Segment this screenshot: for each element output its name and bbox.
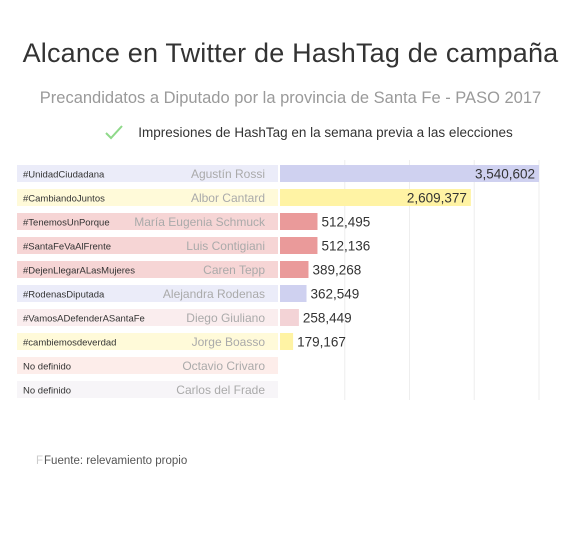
- bar: [280, 309, 299, 326]
- source-note: FFuente: relevamiento propio: [36, 455, 187, 467]
- legend-label: Impresiones de HashTag en la semana prev…: [138, 124, 513, 140]
- row-band: [17, 333, 278, 350]
- row-candidate: Diego Giuliano: [186, 311, 265, 325]
- row-candidate: María Eugenia Schmuck: [134, 215, 266, 229]
- row-hashtag: #DejenLlegarALasMujeres: [23, 266, 135, 277]
- bar: [280, 165, 539, 182]
- bar-value-label: 258,449: [303, 311, 352, 326]
- row-band: [17, 213, 278, 230]
- bar-value-label: 362,549: [311, 287, 360, 302]
- bar: [280, 213, 318, 230]
- source-mark: F: [36, 455, 44, 467]
- bar-value-label: 179,167: [297, 335, 346, 350]
- bar-value-label: 512,136: [321, 239, 370, 254]
- bar: [280, 237, 318, 254]
- row-band: [17, 285, 278, 302]
- check-icon: [105, 125, 124, 140]
- row-candidate: Albor Cantard: [191, 191, 265, 205]
- row-hashtag: No definido: [23, 386, 71, 397]
- bar-value-label: 3,540,602: [475, 167, 535, 182]
- source-text: Fuente: relevamiento propio: [44, 455, 188, 467]
- chart-title: Alcance en Twitter de HashTag de campaña: [22, 38, 559, 68]
- row-band: [17, 309, 278, 326]
- row-hashtag: #UnidadCiudadana: [23, 170, 105, 181]
- row-candidate: Caren Tepp: [203, 263, 265, 277]
- bar: [280, 285, 307, 302]
- row-candidate: Agustín Rossi: [191, 167, 265, 181]
- row-hashtag: No definido: [23, 362, 71, 373]
- row-candidate: Octavio Crivaro: [182, 359, 265, 373]
- bar: [280, 333, 294, 350]
- row-candidate: Jorge Boasso: [192, 335, 266, 349]
- row-band: [17, 237, 278, 254]
- row-band: [17, 261, 278, 278]
- bar-value-label: 389,268: [312, 263, 361, 278]
- row-band: [17, 381, 278, 398]
- row-hashtag: #SantaFeVaAlFrente: [23, 242, 111, 253]
- row-candidate: Carlos del Frade: [176, 383, 265, 397]
- bar-value-label: 512,495: [321, 215, 370, 230]
- row-hashtag: #cambiemosdeverdad: [23, 338, 116, 349]
- row-hashtag: #RodenasDiputada: [23, 290, 105, 301]
- bar-value-label: 2,609,377: [407, 191, 467, 206]
- row-candidate: Alejandra Rodenas: [163, 287, 265, 301]
- row-band: [17, 189, 278, 206]
- row-hashtag: #TenemosUnPorque: [23, 218, 110, 229]
- row-hashtag: #CambiandoJuntos: [23, 194, 105, 205]
- bar: [280, 189, 471, 206]
- row-hashtag: #VamosADefenderASantaFe: [23, 314, 145, 325]
- chart-subtitle: Precandidatos a Diputado por la provinci…: [39, 89, 542, 107]
- row-band: [17, 357, 278, 374]
- row-band: [17, 165, 278, 182]
- row-candidate: Luis Contigiani: [186, 239, 265, 253]
- chart-legend: Impresiones de HashTag en la semana prev…: [0, 124, 581, 140]
- bar: [280, 261, 309, 278]
